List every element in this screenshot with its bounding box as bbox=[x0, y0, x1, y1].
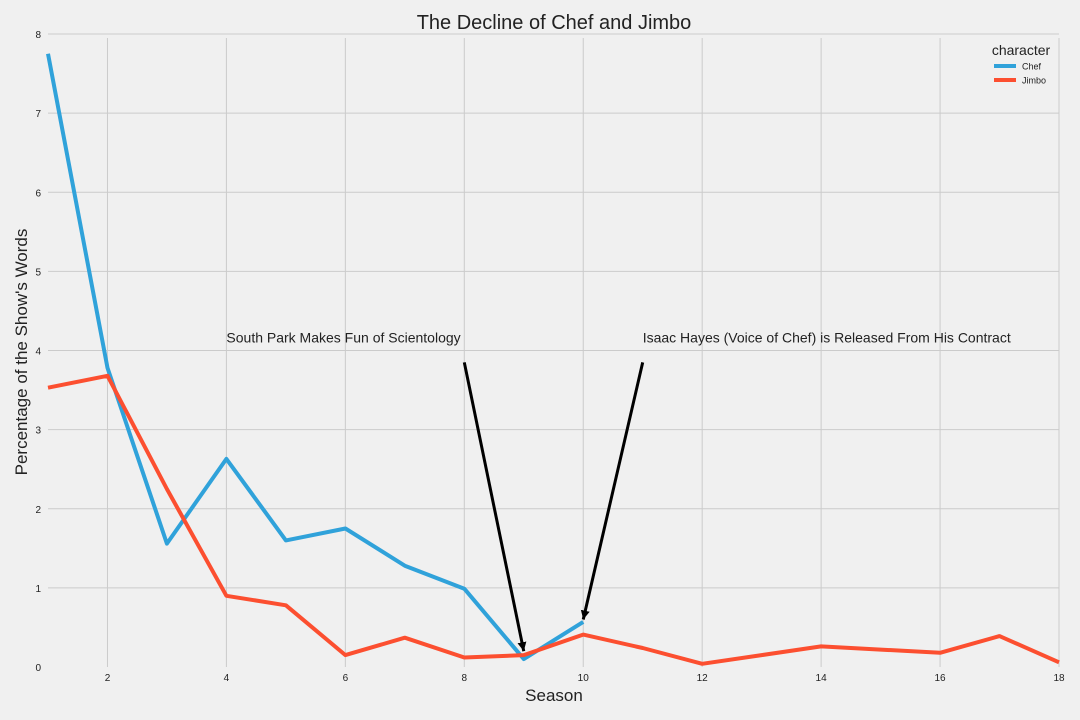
legend-label-jimbo: Jimbo bbox=[1022, 76, 1046, 86]
x-tick-label: 16 bbox=[934, 673, 946, 684]
y-tick-label: 2 bbox=[35, 505, 41, 516]
series-line-chef bbox=[46, 53, 585, 662]
y-tick-label: 6 bbox=[35, 188, 41, 199]
y-axis-label: Percentage of the Show's Words bbox=[12, 229, 31, 476]
grid-lines bbox=[48, 33, 1060, 667]
y-tick-label: 5 bbox=[35, 267, 41, 278]
series-lines bbox=[46, 53, 1060, 666]
series-line-jimbo bbox=[47, 373, 1060, 666]
annotation-arrow bbox=[580, 362, 645, 620]
x-tick-label: 8 bbox=[462, 673, 468, 684]
x-axis-label: Season bbox=[525, 686, 583, 705]
annotation-text: Isaac Hayes (Voice of Chef) is Released … bbox=[643, 330, 1011, 346]
annotation-text: South Park Makes Fun of Scientology bbox=[226, 330, 460, 346]
y-tick-label: 0 bbox=[35, 663, 41, 674]
y-tick-label: 4 bbox=[35, 347, 41, 358]
x-tick-label: 14 bbox=[816, 673, 828, 684]
x-tick-label: 12 bbox=[697, 673, 709, 684]
x-tick-label: 18 bbox=[1053, 673, 1065, 684]
x-tick-label: 6 bbox=[343, 673, 349, 684]
annotations: South Park Makes Fun of Scientology Isaac… bbox=[226, 330, 1011, 652]
annotation-arrow bbox=[462, 362, 527, 652]
legend: character Chef Jimbo bbox=[992, 42, 1051, 86]
y-tick-label: 1 bbox=[35, 584, 41, 595]
y-tick-label: 3 bbox=[35, 426, 41, 437]
y-tick-label: 8 bbox=[35, 30, 41, 41]
y-tick-label: 7 bbox=[35, 109, 41, 120]
legend-label-chef: Chef bbox=[1022, 62, 1042, 72]
legend-title: character bbox=[992, 42, 1051, 58]
chart-title: The Decline of Chef and Jimbo bbox=[417, 12, 692, 34]
x-tick-label: 2 bbox=[105, 673, 111, 684]
x-tick-label: 4 bbox=[224, 673, 230, 684]
x-tick-label: 10 bbox=[578, 673, 590, 684]
